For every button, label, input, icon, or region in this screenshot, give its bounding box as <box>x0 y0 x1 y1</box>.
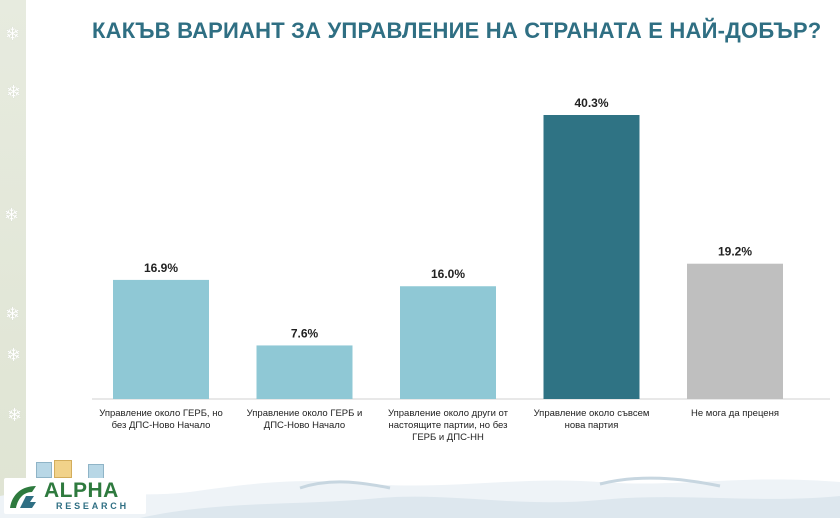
alpha-research-logo: ALPHA RESEARCH <box>4 478 146 514</box>
snowflake-icon: ❄ <box>4 205 20 225</box>
snowflake-icon: ❄ <box>5 304 21 324</box>
bar-4 <box>543 115 640 399</box>
category-label: Управление около ГЕРБ и ДПС-Ново Начало <box>246 408 363 431</box>
gift-icon <box>36 462 52 478</box>
left-decorative-strip: ❄ ❄ ❄ ❄ ❄ ❄ <box>0 0 26 518</box>
chart-title: КАКЪВ ВАРИАНТ ЗА УПРАВЛЕНИЕ НА СТРАНАТА … <box>92 18 822 43</box>
bar-1 <box>113 279 209 399</box>
category-label: Управление около други от настоящите пар… <box>388 408 508 443</box>
bar-3 <box>400 286 496 399</box>
bar-chart: 16.9% 7.6% 16.0% 40.3% 19.2% <box>92 96 830 400</box>
category-label: Управление около съвсем нова партия <box>533 408 650 431</box>
snow-decoration <box>0 476 840 518</box>
snowflake-icon: ❄ <box>5 24 21 44</box>
snowflake-icon: ❄ <box>6 345 22 365</box>
alpha-logo-mark-icon <box>10 486 36 508</box>
snowflake-icon: ❄ <box>7 405 23 425</box>
gift-icon <box>88 464 104 479</box>
category-label: Не мога да преценя <box>691 408 779 419</box>
logo-alpha-text: ALPHA <box>44 479 119 502</box>
bar-2 <box>256 345 353 399</box>
bars-group: 16.9% 7.6% 16.0% 40.3% 19.2% <box>113 96 783 399</box>
bar-5 <box>687 263 783 399</box>
bar-value-label: 7.6% <box>291 326 319 340</box>
bar-value-label: 16.9% <box>144 261 178 275</box>
bar-value-label: 40.3% <box>574 96 608 110</box>
category-label: Управление около ГЕРБ, но без ДПС-Ново Н… <box>99 408 223 431</box>
logo-research-text: RESEARCH <box>56 501 129 511</box>
snowflake-icon: ❄ <box>6 82 22 102</box>
bar-value-label: 16.0% <box>431 267 465 281</box>
bar-value-label: 19.2% <box>718 245 752 259</box>
gift-icon <box>54 460 72 478</box>
